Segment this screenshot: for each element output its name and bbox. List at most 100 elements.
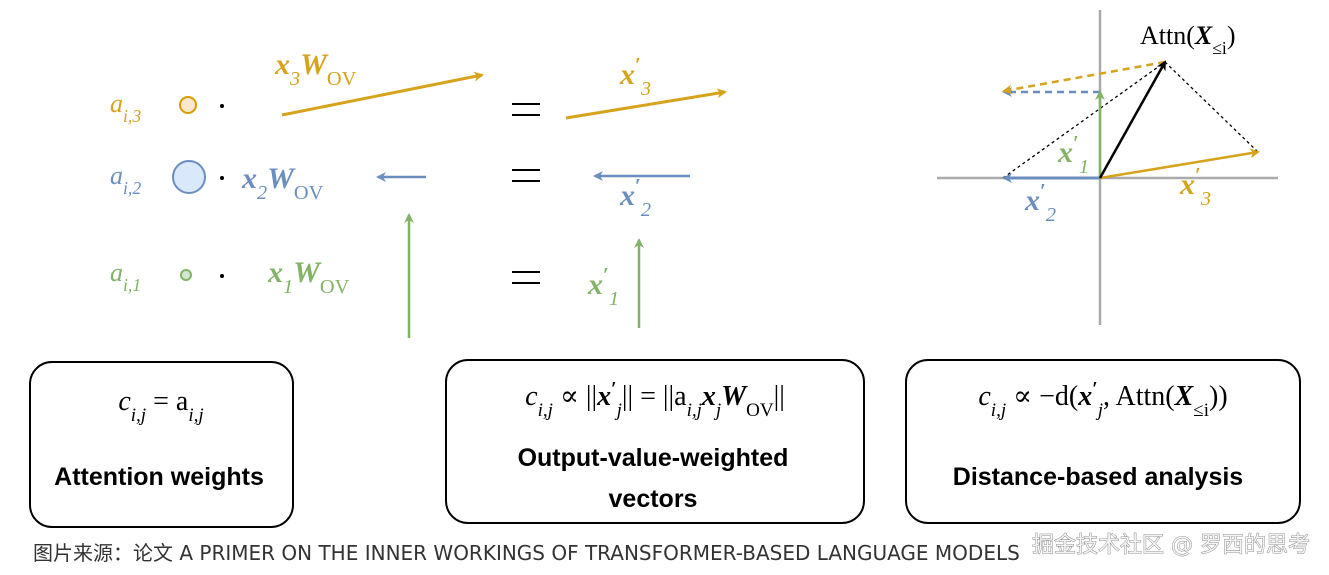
subscript: i,j bbox=[131, 405, 146, 426]
math-text: || = ||a bbox=[622, 381, 687, 412]
subscript: ≤i bbox=[1212, 38, 1227, 58]
math-text: x bbox=[274, 48, 290, 81]
watermark: 掘金技术社区 @ 罗西的思考 bbox=[1032, 533, 1310, 558]
math-text: x bbox=[701, 381, 716, 412]
subscript: 1 bbox=[1079, 156, 1089, 178]
math-text: ) bbox=[1227, 21, 1236, 50]
math-text: x bbox=[596, 381, 611, 412]
output-label: x′3 bbox=[619, 53, 651, 100]
superscript: ′ bbox=[635, 53, 641, 77]
subscript: i,3 bbox=[123, 106, 141, 126]
subscript: OV bbox=[320, 276, 350, 298]
vector-label: x′1 bbox=[1057, 131, 1089, 178]
math-text: )) bbox=[1209, 381, 1228, 412]
math-text: W bbox=[300, 48, 329, 81]
box bbox=[29, 361, 294, 528]
math-text: a bbox=[110, 161, 123, 190]
weight-circle bbox=[172, 160, 206, 194]
math-text: ∝ −d( bbox=[1006, 381, 1078, 412]
weight-label: ai,1 bbox=[110, 258, 141, 295]
weight-circle bbox=[180, 269, 192, 281]
subscript: 3 bbox=[640, 78, 651, 100]
vector-label: x′2 bbox=[1024, 179, 1056, 226]
subscript: i,j bbox=[687, 400, 702, 421]
math-text: W bbox=[267, 162, 296, 195]
math-text: x bbox=[619, 179, 635, 212]
vector-label: x2WOV bbox=[241, 162, 324, 204]
math-text: x bbox=[1179, 168, 1195, 201]
math-text: Attn( bbox=[1140, 21, 1195, 50]
subscript: OV bbox=[327, 68, 357, 90]
math-text: ∝ || bbox=[553, 381, 597, 412]
subscript: j bbox=[713, 400, 721, 421]
dot bbox=[220, 176, 224, 180]
subscript: OV bbox=[746, 400, 774, 421]
math-text: X bbox=[1194, 21, 1213, 50]
subscript: i,1 bbox=[123, 275, 141, 295]
dashed-arrow bbox=[1002, 60, 1166, 95]
math-text: x bbox=[1057, 136, 1073, 169]
math-text: x bbox=[1077, 381, 1092, 412]
math-text: x bbox=[241, 162, 257, 195]
attn-label: Attn(X≤i) bbox=[1140, 21, 1236, 58]
superscript: ′ bbox=[1040, 179, 1046, 203]
subscript: i,j bbox=[538, 400, 553, 421]
math-text: x bbox=[619, 58, 635, 91]
arrow bbox=[1098, 60, 1167, 179]
box bbox=[905, 359, 1301, 524]
caption: 图片来源：论文 A PRIMER ON THE INNER WORKINGS O… bbox=[33, 541, 1020, 565]
vector-label: x′3 bbox=[1179, 163, 1211, 210]
vector-label: x1WOV bbox=[267, 256, 350, 298]
box-title: Distance-based analysis bbox=[953, 463, 1243, 491]
math-text: x bbox=[1024, 184, 1040, 217]
subscript: i,j bbox=[188, 405, 203, 426]
math-text: c bbox=[525, 381, 538, 412]
output-label: x′1 bbox=[587, 263, 619, 310]
box-title: Attention weights bbox=[54, 463, 264, 491]
subscript: j bbox=[1095, 400, 1103, 421]
superscript: ′ bbox=[611, 379, 617, 400]
subscript: 3 bbox=[1200, 188, 1211, 210]
subscript: 2 bbox=[641, 199, 651, 221]
box bbox=[445, 359, 865, 524]
weight-label: ai,3 bbox=[110, 89, 141, 126]
formula: ci,j ∝ −d(x′j, Attn(X≤i)) bbox=[978, 379, 1227, 421]
subscript: 2 bbox=[1046, 204, 1056, 226]
math-text: W bbox=[721, 381, 748, 412]
superscript: ′ bbox=[1195, 163, 1201, 187]
superscript: ′ bbox=[635, 174, 641, 198]
superscript: ′ bbox=[1092, 379, 1098, 400]
weight-label: ai,2 bbox=[110, 161, 141, 198]
subscript: ≤i bbox=[1193, 400, 1209, 421]
math-text: x bbox=[267, 256, 283, 289]
math-text: c bbox=[118, 386, 131, 417]
subscript: i,2 bbox=[123, 178, 141, 198]
subscript: 2 bbox=[257, 182, 267, 204]
formula: ci,j = ai,j bbox=[118, 386, 203, 426]
math-text: c bbox=[978, 381, 991, 412]
box-title: vectors bbox=[609, 485, 698, 513]
math-text: , Attn( bbox=[1103, 381, 1175, 412]
math-text: X bbox=[1174, 381, 1195, 412]
subscript: 1 bbox=[609, 288, 619, 310]
math-text: = a bbox=[146, 386, 189, 417]
dot bbox=[220, 104, 224, 108]
subscript: 3 bbox=[289, 68, 300, 90]
math-text: x bbox=[587, 268, 603, 301]
box-title: Output-value-weighted bbox=[518, 444, 789, 472]
arrow bbox=[1099, 148, 1260, 180]
subscript: i,j bbox=[991, 400, 1006, 421]
vector-label: x3WOV bbox=[274, 48, 357, 90]
formula: ci,j ∝ ||x′j|| = ||ai,jxjWOV|| bbox=[525, 379, 785, 421]
arrow bbox=[281, 71, 484, 117]
dotted-line bbox=[1164, 61, 1259, 153]
dot bbox=[220, 274, 224, 278]
arrow bbox=[565, 88, 727, 120]
weight-circle bbox=[179, 96, 197, 114]
superscript: ′ bbox=[603, 263, 609, 287]
math-text: a bbox=[110, 89, 123, 118]
math-text: || bbox=[774, 381, 785, 412]
math-text: W bbox=[293, 256, 322, 289]
